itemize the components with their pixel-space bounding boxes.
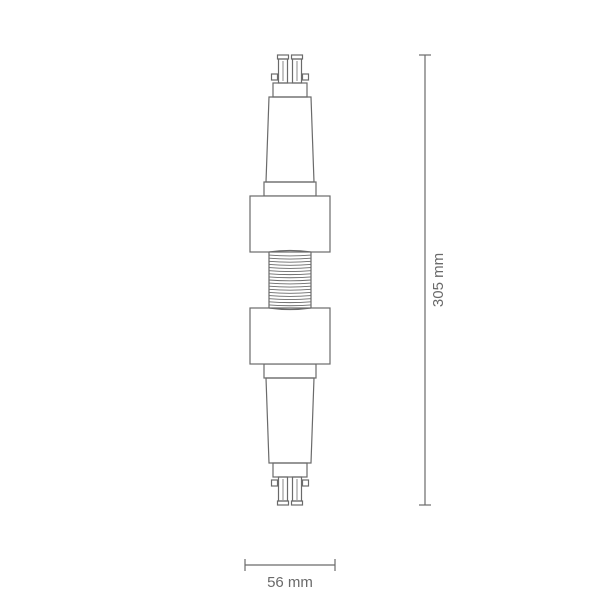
height-label: 305 mm (430, 253, 447, 307)
technical-drawing: 305 mm 56 mm (0, 0, 600, 600)
width-label: 56 mm (267, 574, 313, 591)
